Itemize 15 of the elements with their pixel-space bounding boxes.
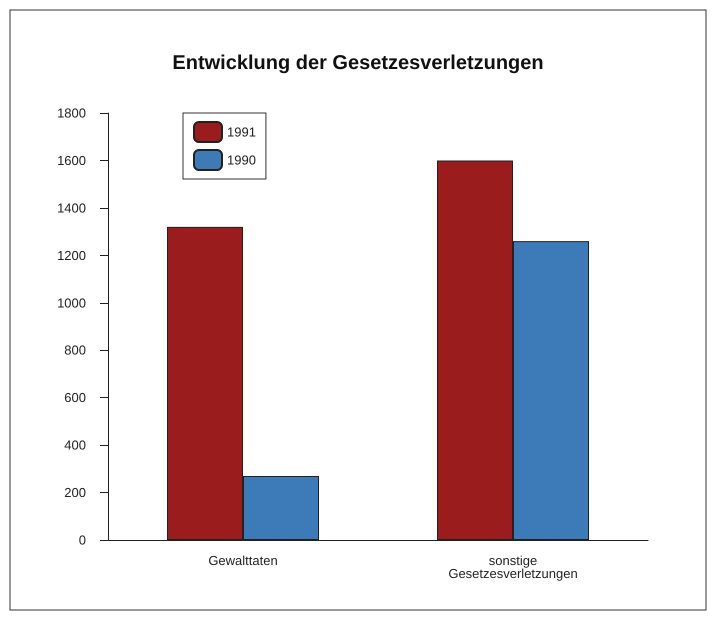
legend-label: 1990	[227, 152, 256, 168]
y-tick-label: 1000	[57, 295, 86, 310]
y-tick-label: 1400	[57, 200, 86, 216]
y-tick-label: 200	[64, 485, 86, 500]
x-tick-label: Gewalttaten	[208, 553, 278, 568]
x-tick-label: sonstige Gesetzesverletzungen	[448, 553, 578, 581]
y-tick-label: 1800	[57, 106, 86, 120]
y-tick-label: 1200	[57, 248, 86, 263]
y-tick-label: 600	[64, 390, 86, 406]
legend-label: 1991	[227, 124, 256, 140]
y-tick-label: 800	[64, 342, 86, 358]
y-tick-label: 0	[78, 532, 86, 548]
chart-title: Entwicklung der Gesetzesverletzungen	[172, 52, 544, 74]
y-tick-label: 400	[64, 438, 86, 453]
y-tick-label: 1600	[57, 152, 86, 168]
